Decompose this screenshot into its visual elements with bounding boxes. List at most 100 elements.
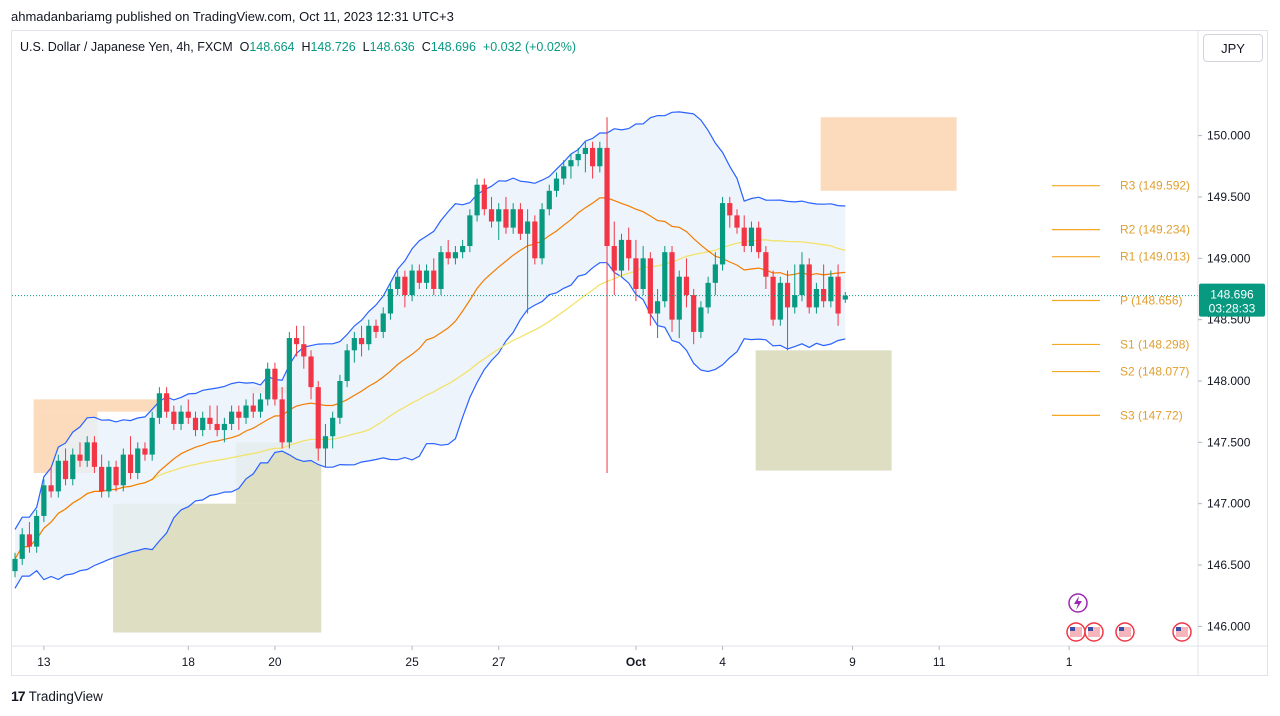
candle-body — [763, 252, 769, 277]
symbol-title: U.S. Dollar / Japanese Yen, 4h, FXCM — [20, 40, 233, 54]
candle-body — [539, 209, 545, 259]
y-tick-label: 147.000 — [1207, 497, 1251, 511]
candle-body — [178, 411, 184, 424]
bar-countdown: 03:28:33 — [1209, 302, 1256, 316]
candle-body — [575, 154, 581, 161]
candle-body — [380, 313, 386, 332]
publisher-caption: ahmadanbariamg published on TradingView.… — [11, 9, 454, 24]
candle-body — [510, 209, 516, 228]
candle-body — [604, 147, 610, 247]
candle-body — [777, 282, 783, 320]
us-flag-event-icon — [1070, 627, 1075, 631]
candle-body — [308, 356, 314, 388]
candle-body — [200, 417, 206, 431]
candle-body — [221, 423, 227, 431]
candle-body — [322, 436, 329, 449]
candle-body — [330, 417, 336, 437]
bollinger-basis-line — [14, 197, 846, 560]
candle-body — [633, 258, 639, 289]
candle-body — [77, 454, 83, 461]
candle-body — [387, 288, 394, 314]
candle-body — [496, 209, 502, 222]
bollinger-upper-line — [14, 111, 846, 530]
candle-body — [48, 485, 54, 492]
candle-body — [683, 276, 690, 296]
candle-body — [741, 227, 747, 247]
candle-body — [236, 411, 242, 418]
y-tick-label: 146.000 — [1207, 619, 1251, 633]
y-tick-label: 147.500 — [1207, 435, 1251, 449]
ohlc-low-value: 148.636 — [369, 40, 415, 54]
pivot-label: S2 (148.077) — [1120, 365, 1189, 379]
candle-body — [734, 215, 740, 228]
candle-body — [611, 246, 617, 271]
candle-body — [286, 338, 292, 443]
candle-body — [358, 338, 365, 345]
candle-body — [149, 417, 155, 455]
candle-body — [243, 405, 249, 418]
candle-body — [626, 239, 632, 259]
candle-body — [106, 466, 112, 492]
bollinger-lower-line — [14, 262, 846, 589]
candle-body — [445, 252, 451, 259]
candle-body — [813, 288, 820, 308]
candle-body — [784, 282, 791, 308]
candle-body — [669, 252, 675, 320]
candle-body — [835, 276, 841, 314]
bollinger-band-fill — [15, 111, 846, 589]
candle-body — [55, 460, 61, 492]
pivot-label: P (148.656) — [1120, 294, 1183, 308]
ohlc-open-label: O — [239, 40, 250, 54]
y-tick-label: 148.000 — [1207, 374, 1251, 388]
x-tick-label: 18 — [182, 655, 196, 669]
candle-body — [99, 466, 105, 492]
candle-body — [19, 534, 25, 559]
currency-button[interactable]: JPY — [1203, 34, 1263, 62]
candle-body — [192, 417, 199, 431]
candle-body — [164, 393, 170, 412]
last-price-tag[interactable] — [1199, 283, 1265, 317]
candle-body — [337, 380, 343, 418]
candle-body — [712, 264, 718, 283]
candle-body — [70, 454, 76, 480]
candle-body — [431, 270, 437, 289]
supply-zone — [33, 399, 170, 412]
candle-body — [344, 350, 350, 381]
us-flag-event-icon — [1119, 627, 1124, 631]
candle-body — [640, 258, 646, 289]
candle-body — [842, 295, 848, 300]
candle-body — [561, 166, 567, 179]
ohlc-change-value: +0.032 (+0.02%) — [482, 40, 577, 54]
candle-body — [488, 209, 495, 222]
candle-body — [120, 454, 126, 486]
candle-body — [34, 515, 40, 547]
candle-body — [806, 264, 812, 308]
ohlc-high-value: 148.726 — [310, 40, 356, 54]
candle-body — [568, 160, 574, 167]
candle-body — [452, 252, 459, 259]
x-tick-label: 4 — [719, 655, 726, 669]
candle-body — [257, 399, 264, 412]
candle-body — [171, 411, 177, 424]
ohlc-high-label: H — [301, 40, 311, 54]
candle-body — [792, 295, 798, 308]
supply-zone — [820, 117, 957, 191]
candle-body — [373, 325, 379, 332]
candle-body — [127, 454, 134, 474]
candle-body — [654, 301, 661, 314]
x-tick-label: 20 — [268, 655, 282, 669]
demand-zone — [755, 350, 892, 471]
candle-body — [402, 276, 408, 296]
candle-body — [185, 411, 191, 418]
ohlc-low-label: L — [362, 40, 370, 54]
candle-body — [156, 393, 162, 418]
last-price-value: 148.696 — [1210, 288, 1254, 302]
tradingview-brand[interactable]: 17 TradingView — [11, 688, 103, 704]
candle-body — [481, 184, 487, 210]
pivot-label: S3 (147.72) — [1120, 408, 1183, 422]
candle-body — [351, 338, 357, 351]
candle-body — [662, 252, 668, 302]
candle-body — [727, 203, 733, 216]
candle-body — [460, 246, 466, 253]
